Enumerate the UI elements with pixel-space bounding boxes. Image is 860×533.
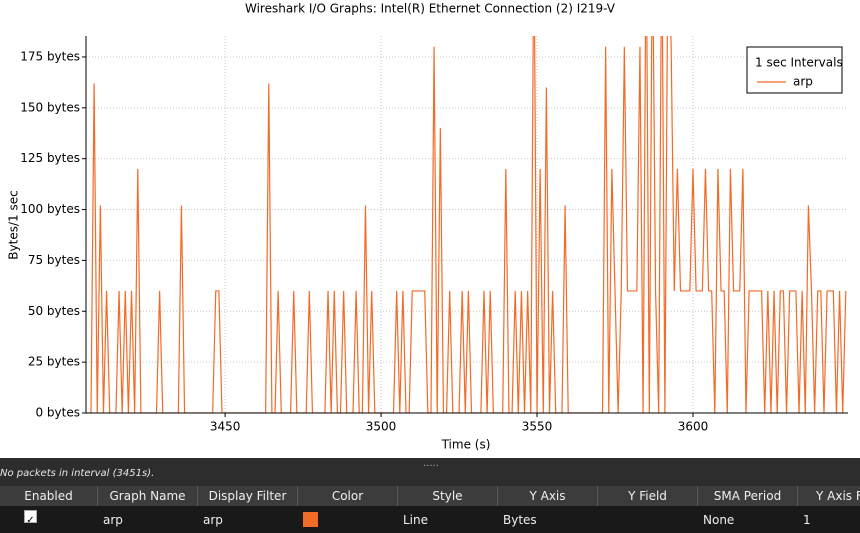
plot xyxy=(87,36,847,413)
y-tick-label: 25 bytes xyxy=(28,355,80,369)
enabled-checkbox[interactable]: ✓ xyxy=(24,510,37,526)
legend-title: 1 sec Intervals xyxy=(755,56,843,70)
y-tick-label: 75 bytes xyxy=(28,253,80,267)
chart-title: Wireshark I/O Graphs: Intel(R) Ethernet … xyxy=(245,2,616,16)
sma-period[interactable]: None xyxy=(703,513,735,527)
y-axis-cell[interactable]: Bytes xyxy=(503,513,537,527)
chart: Wireshark I/O Graphs: Intel(R) Ethernet … xyxy=(7,2,848,452)
column-header[interactable]: Y Axis Fa xyxy=(798,486,860,506)
y-tick-label: 125 bytes xyxy=(20,151,80,165)
y-tick-label: 150 bytes xyxy=(20,100,80,114)
column-header[interactable]: Color xyxy=(298,486,398,506)
x-axis-label: Time (s) xyxy=(441,438,491,452)
color-swatch[interactable] xyxy=(303,512,318,527)
x-tick-label: 3600 xyxy=(678,420,709,434)
x-tick-label: 3450 xyxy=(210,420,241,434)
x-tick-label: 3550 xyxy=(522,420,553,434)
series-line xyxy=(87,36,847,413)
graph-name[interactable]: arp xyxy=(103,513,123,527)
table-header: Enabled Graph Name Display Filter Color Styl… xyxy=(0,486,860,506)
legend xyxy=(746,46,843,94)
y-tick-label: 100 bytes xyxy=(20,202,80,216)
column-header[interactable]: Y Field xyxy=(598,486,698,506)
y-axis-factor[interactable]: 1 xyxy=(803,513,811,527)
display-filter[interactable]: arp xyxy=(203,513,223,527)
x-tick-label: 3500 xyxy=(366,420,397,434)
splitter[interactable]: ..... xyxy=(423,458,439,469)
column-header[interactable]: SMA Period xyxy=(698,486,798,506)
column-header[interactable]: Enabled xyxy=(0,486,98,506)
y-tick-label: 0 bytes xyxy=(35,406,80,420)
y-tick-label: 50 bytes xyxy=(28,304,80,318)
status-text: No packets in interval (3451s). xyxy=(0,468,155,479)
status-bar: No packets in interval (3451s). ..... xyxy=(0,458,860,486)
column-header[interactable]: Graph Name xyxy=(98,486,198,506)
y-axis-label: Bytes/1 sec xyxy=(7,190,21,259)
legend-label: arp xyxy=(793,75,813,89)
column-header[interactable]: Y Axis xyxy=(498,486,598,506)
column-header[interactable]: Display Filter xyxy=(198,486,298,506)
column-header[interactable]: Style xyxy=(398,486,498,506)
style[interactable]: Line xyxy=(403,513,429,527)
table-row[interactable]: ✓ arp arp Line Bytes None 1 xyxy=(0,506,860,533)
y-tick-label: 175 bytes xyxy=(20,49,80,63)
